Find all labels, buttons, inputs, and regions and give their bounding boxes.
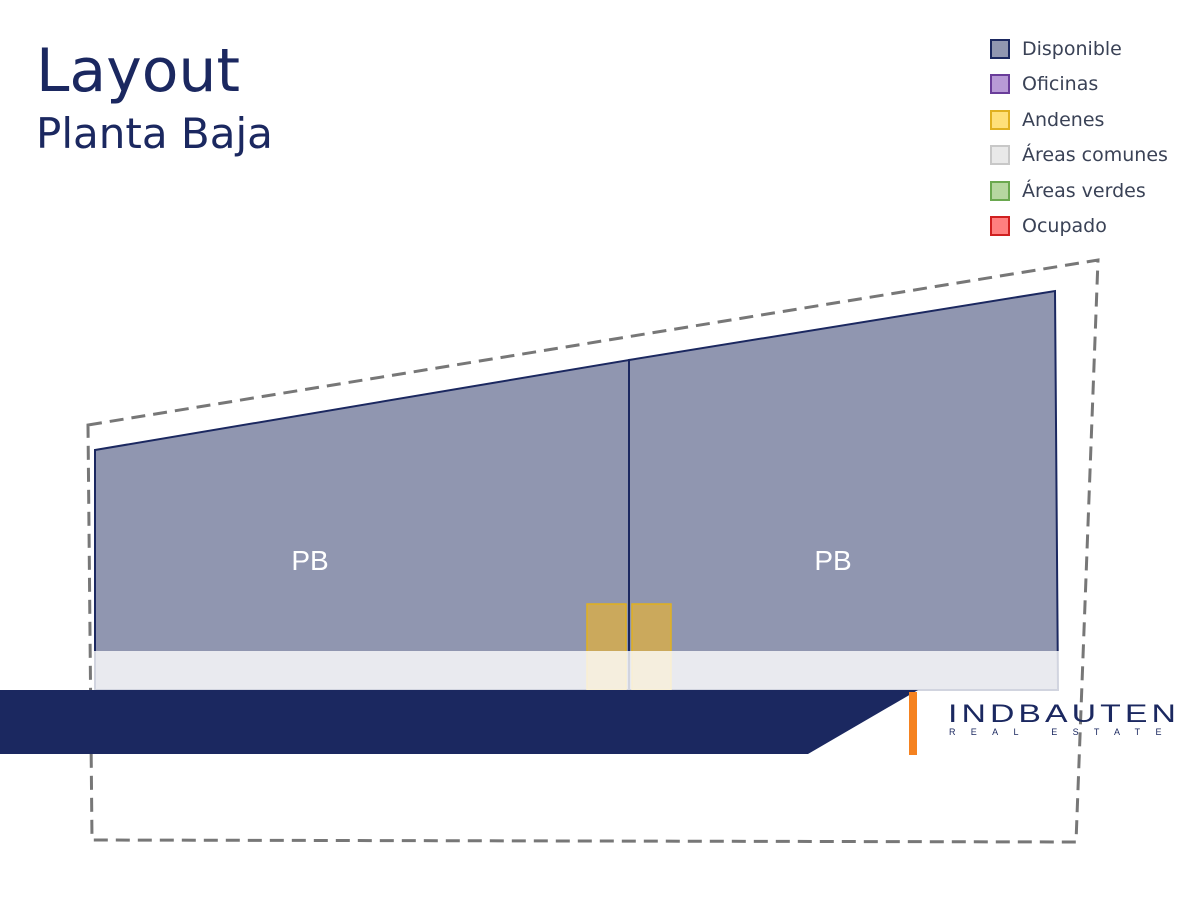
brand-logo-wordmark: INDBAUTEN: [948, 700, 1180, 728]
brand-logo-tagline: REAL ESTATE: [949, 727, 1181, 737]
legend-item-areas-comunes: Áreas comunes: [990, 138, 1168, 174]
legend-item-ocupado: Ocupado: [990, 209, 1168, 245]
legend-item-oficinas: Oficinas: [990, 67, 1168, 103]
legend-swatch-andenes: [990, 109, 1010, 130]
legend-swatch-oficinas: [990, 74, 1010, 95]
legend-label: Áreas verdes: [1022, 179, 1146, 202]
brand-band: [0, 690, 918, 754]
legend-label: Ocupado: [1022, 215, 1107, 238]
legend-item-areas-verdes: Áreas verdes: [990, 173, 1168, 209]
unit-label: PB: [814, 545, 851, 576]
legend-label: Áreas comunes: [1022, 144, 1168, 167]
brand-accent-bar: [909, 692, 917, 755]
legend-swatch-disponible: [990, 38, 1010, 59]
legend-item-andenes: Andenes: [990, 102, 1168, 138]
legend-item-disponible: Disponible: [990, 31, 1168, 67]
legend-swatch-ocupado: [990, 216, 1010, 237]
unit-pb-right[interactable]: [628, 289, 1060, 691]
legend-label: Disponible: [1022, 37, 1122, 60]
legend-label: Andenes: [1022, 108, 1105, 131]
legend-swatch-areas-verdes: [990, 180, 1010, 201]
legend-swatch-areas-comunes: [990, 145, 1010, 166]
legend-label: Oficinas: [1022, 73, 1099, 96]
page-title: Layout: [36, 36, 240, 106]
page-subtitle: Planta Baja: [36, 109, 273, 158]
legend: Disponible Oficinas Andenes Áreas comune…: [990, 31, 1168, 244]
unit-label: PB: [291, 545, 328, 576]
